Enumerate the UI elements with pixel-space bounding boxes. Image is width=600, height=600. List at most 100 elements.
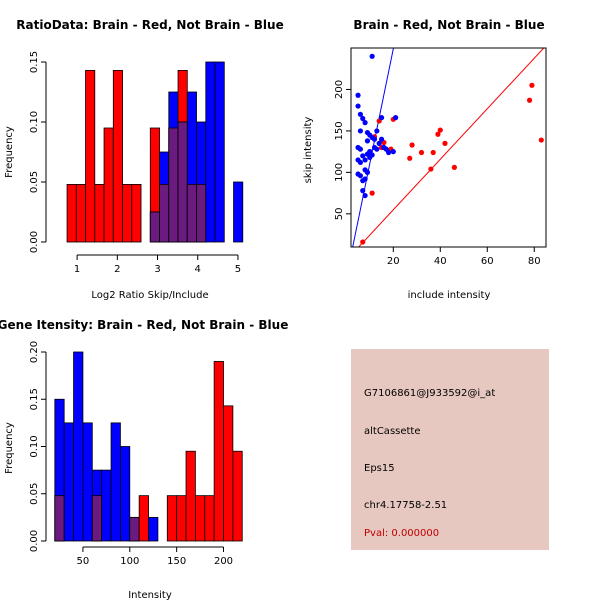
bar-overlap bbox=[149, 211, 160, 243]
point-brain bbox=[360, 239, 366, 245]
bar-overlap bbox=[91, 495, 103, 542]
intensity-histogram-panel: Gene Itensity: Brain - Red, Not Brain - … bbox=[0, 318, 288, 600]
bar-brain bbox=[85, 70, 96, 243]
intensity-histogram-xlabel: Intensity bbox=[128, 590, 172, 600]
bar-not-brain bbox=[233, 181, 244, 243]
y-tick-label: 150 bbox=[334, 121, 345, 140]
x-tick-label: 4 bbox=[195, 264, 201, 275]
ratio-histogram-panel: RatioData: Brain - Red, Not Brain - Blue… bbox=[4, 18, 284, 301]
scatter-xlabel: include intensity bbox=[408, 290, 491, 301]
ratio-histogram-ylabel: Frequency bbox=[4, 126, 15, 178]
point-brain bbox=[409, 142, 415, 148]
x-tick-label: 20 bbox=[387, 256, 400, 267]
bar-brain bbox=[94, 183, 105, 243]
bar-brain bbox=[176, 495, 187, 542]
bar-brain bbox=[194, 495, 206, 542]
info-pval: Pval: 0.000000 bbox=[364, 528, 439, 539]
intensity-histogram-title: Gene Itensity: Brain - Red, Not Brain - … bbox=[0, 318, 288, 332]
point-not-brain bbox=[362, 157, 368, 163]
point-not-brain bbox=[364, 169, 371, 175]
info-location: chr4.17758-2.51 bbox=[364, 500, 447, 511]
y-tick-label: 0.00 bbox=[29, 530, 40, 552]
x-tick-label: 1 bbox=[74, 264, 80, 275]
scatter-plot-area bbox=[352, 48, 545, 247]
point-not-brain bbox=[378, 115, 385, 121]
y-tick-label: 0.00 bbox=[29, 231, 40, 253]
point-not-brain bbox=[374, 146, 380, 152]
point-brain bbox=[430, 149, 436, 156]
point-not-brain bbox=[371, 136, 378, 142]
point-not-brain bbox=[385, 149, 392, 156]
x-tick-label: 200 bbox=[214, 556, 233, 567]
y-tick-label: 100 bbox=[334, 163, 345, 182]
point-brain bbox=[435, 131, 441, 137]
x-tick-label: 5 bbox=[235, 264, 241, 275]
point-not-brain bbox=[362, 176, 368, 182]
x-tick-label: 150 bbox=[167, 556, 186, 567]
point-brain bbox=[529, 82, 535, 88]
bar-overlap bbox=[54, 495, 65, 542]
point-not-brain bbox=[362, 120, 368, 126]
point-not-brain bbox=[393, 115, 399, 121]
plot-frame bbox=[350, 47, 547, 248]
point-not-brain bbox=[357, 159, 363, 166]
scatter-panel: Brain - Red, Not Brain - Blue include in… bbox=[303, 18, 547, 301]
y-tick-label: 0.05 bbox=[29, 483, 40, 505]
point-not-brain bbox=[378, 136, 385, 142]
x-tick-label: 50 bbox=[77, 556, 90, 567]
x-tick-label: 60 bbox=[481, 256, 494, 267]
y-tick-label: 0.10 bbox=[29, 111, 40, 133]
info-event-type: altCassette bbox=[364, 426, 421, 437]
point-not-brain bbox=[357, 146, 363, 152]
point-not-brain bbox=[390, 149, 396, 155]
point-brain bbox=[538, 137, 544, 143]
scatter-ylabel: skip intensity bbox=[303, 117, 314, 184]
bar-brain bbox=[66, 183, 77, 243]
bar-not-brain bbox=[214, 61, 225, 243]
bar-overlap bbox=[168, 127, 179, 243]
point-brain bbox=[428, 166, 434, 172]
bar-brain bbox=[204, 495, 215, 542]
bar-overlap bbox=[177, 121, 188, 243]
point-brain bbox=[451, 164, 457, 170]
point-not-brain bbox=[367, 154, 373, 161]
ratio-histogram-title: RatioData: Brain - Red, Not Brain - Blue bbox=[16, 18, 283, 32]
bar-brain bbox=[185, 450, 196, 542]
bar-not-brain bbox=[110, 422, 121, 542]
bar-not-brain bbox=[101, 469, 112, 542]
bar-brain bbox=[166, 495, 178, 542]
point-not-brain bbox=[357, 128, 363, 134]
x-tick-label: 100 bbox=[120, 556, 139, 567]
bar-brain bbox=[213, 361, 224, 542]
bar-overlap bbox=[186, 183, 197, 243]
x-tick-label: 80 bbox=[528, 256, 541, 267]
bar-not-brain bbox=[63, 422, 74, 542]
intensity-histogram-ylabel: Frequency bbox=[4, 422, 15, 474]
x-tick-label: 40 bbox=[434, 256, 447, 267]
bar-not-brain bbox=[82, 422, 93, 542]
bar-brain bbox=[112, 70, 123, 243]
bar-not-brain bbox=[148, 516, 159, 542]
scatter-title: Brain - Red, Not Brain - Blue bbox=[353, 18, 544, 32]
y-tick-label: 0.05 bbox=[29, 171, 40, 193]
bar-brain bbox=[103, 127, 114, 243]
bar-brain bbox=[131, 183, 142, 243]
point-brain bbox=[526, 97, 533, 103]
point-brain bbox=[437, 127, 443, 133]
point-not-brain bbox=[362, 192, 368, 199]
point-not-brain bbox=[357, 111, 363, 117]
bar-brain bbox=[122, 183, 133, 243]
y-tick-label: 0.15 bbox=[29, 388, 40, 410]
y-tick-label: 0.20 bbox=[29, 341, 40, 363]
ratio-histogram-xlabel: Log2 Ratio Skip/Include bbox=[91, 290, 208, 301]
bar-brain bbox=[138, 495, 149, 542]
bar-overlap bbox=[196, 183, 207, 243]
bar-overlap bbox=[159, 183, 170, 243]
point-not-brain bbox=[355, 103, 361, 109]
point-not-brain bbox=[376, 140, 382, 146]
info-panel-background bbox=[351, 349, 549, 550]
y-tick-label: 200 bbox=[334, 80, 345, 99]
bar-overlap bbox=[129, 516, 140, 542]
bar-not-brain bbox=[120, 446, 131, 542]
fit-line bbox=[358, 48, 545, 247]
